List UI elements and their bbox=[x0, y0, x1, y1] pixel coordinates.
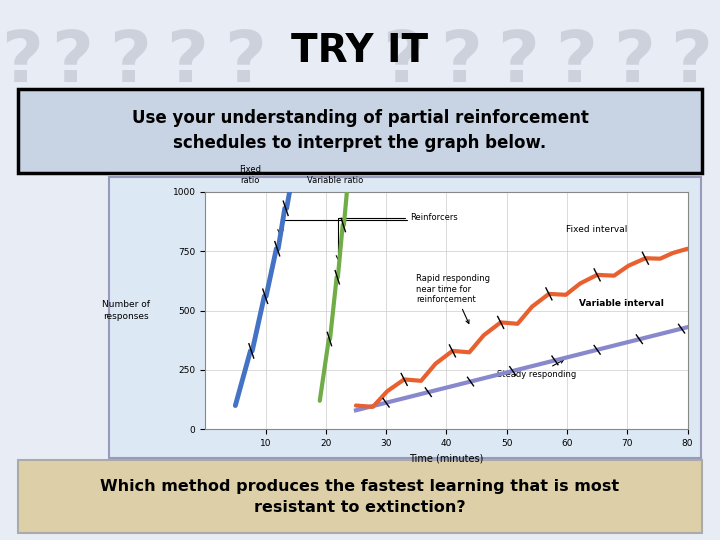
Text: Which method produces the fastest learning that is most
resistant to extinction?: Which method produces the fastest learni… bbox=[100, 479, 620, 515]
Text: ?: ? bbox=[109, 28, 150, 97]
Text: TRY IT: TRY IT bbox=[292, 32, 428, 70]
Text: Variable ratio: Variable ratio bbox=[307, 176, 363, 185]
Text: Rapid responding
near time for
reinforcement: Rapid responding near time for reinforce… bbox=[416, 274, 490, 323]
Text: Fixed interval: Fixed interval bbox=[567, 225, 628, 234]
Text: ?: ? bbox=[166, 28, 208, 97]
Text: Steady responding: Steady responding bbox=[498, 360, 577, 379]
Text: ?: ? bbox=[1, 28, 42, 97]
FancyBboxPatch shape bbox=[109, 177, 701, 458]
Text: ?: ? bbox=[51, 28, 93, 97]
Text: ?: ? bbox=[498, 28, 539, 97]
Text: Variable interval: Variable interval bbox=[579, 299, 664, 308]
Text: Use your understanding of partial reinforcement
schedules to interpret the graph: Use your understanding of partial reinfo… bbox=[132, 109, 588, 152]
Text: Reinforcers: Reinforcers bbox=[336, 213, 458, 259]
X-axis label: Time (minutes): Time (minutes) bbox=[409, 454, 484, 463]
Text: Fixed
ratio: Fixed ratio bbox=[240, 165, 261, 185]
Text: ?: ? bbox=[613, 28, 654, 97]
Text: ?: ? bbox=[555, 28, 597, 97]
FancyBboxPatch shape bbox=[18, 89, 702, 173]
Text: ?: ? bbox=[224, 28, 266, 97]
FancyBboxPatch shape bbox=[18, 460, 702, 533]
Text: ?: ? bbox=[670, 28, 712, 97]
Text: ?: ? bbox=[382, 28, 424, 97]
Text: Number of
responses: Number of responses bbox=[102, 300, 150, 321]
Text: ?: ? bbox=[440, 28, 482, 97]
